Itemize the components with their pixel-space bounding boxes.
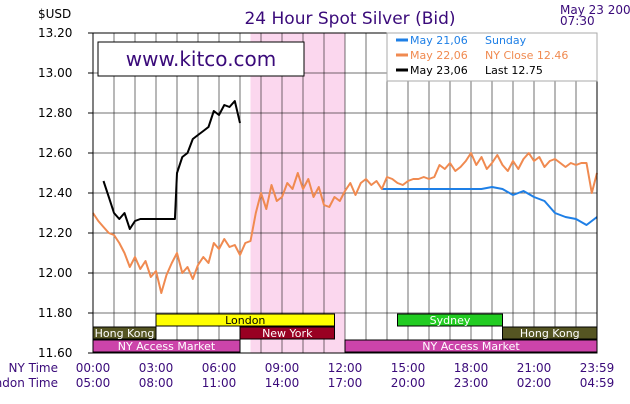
legend-note: NY Close 12.46 (485, 49, 568, 62)
timestamp-time: 07:30 (560, 14, 595, 28)
market-bar-label: Sydney (430, 314, 471, 327)
x-axis-row-label: NY Time (9, 361, 59, 375)
y-tick-label: 13.20 (38, 26, 72, 40)
y-tick-label: 12.60 (38, 146, 72, 160)
y-unit-label: $USD (38, 7, 71, 21)
x-tick-label: 23:59 (580, 361, 615, 375)
series-line-1 (381, 186, 598, 226)
y-tick-label: 11.80 (38, 306, 72, 320)
x-tick-label: 20:00 (391, 376, 426, 390)
legend-date: May 22,06 (410, 49, 468, 62)
x-tick-label: 12:00 (328, 361, 363, 375)
series-line-3 (102, 100, 241, 230)
y-tick-label: 12.80 (38, 106, 72, 120)
x-tick-label: 23:00 (454, 376, 489, 390)
x-tick-label: 15:00 (391, 361, 426, 375)
legend-note: Last 12.75 (485, 64, 543, 77)
x-tick-label: 18:00 (454, 361, 489, 375)
x-tick-label: 11:00 (202, 376, 237, 390)
x-tick-label: 06:00 (202, 361, 237, 375)
chart-title: 24 Hour Spot Silver (Bid) (244, 9, 455, 29)
market-bar-label: London (225, 314, 265, 327)
series-line-2 (92, 152, 598, 294)
x-tick-label: 05:00 (76, 376, 111, 390)
x-tick-label: 08:00 (139, 376, 174, 390)
watermark-box: www.kitco.com (97, 41, 305, 77)
legend-box (386, 32, 598, 82)
price-series (92, 100, 598, 294)
legend-date: May 21,06 (410, 34, 468, 47)
x-tick-label: 09:00 (265, 361, 300, 375)
legend: May 21,06 Sunday May 22,06 NY Close 12.46 Ma… (386, 32, 598, 82)
x-tick-label: 21:00 (517, 361, 552, 375)
x-axis: NY Time 00:00 03:00 06:00 09:00 12:00 15:00 18:… (0, 361, 614, 390)
y-axis: 13.20 13.00 12.80 12.60 12.40 12.20 12.00 11.80… (38, 26, 93, 360)
x-tick-label: 02:00 (517, 376, 552, 390)
watermark-frame (97, 41, 305, 77)
y-tick-label: 12.40 (38, 186, 72, 200)
market-bar (155, 313, 335, 327)
x-tick-label: 04:59 (580, 376, 615, 390)
x-tick-label: 00:00 (76, 361, 111, 375)
watermark-text: www.kitco.com (126, 47, 277, 71)
market-bar-label: NY Access Market (422, 340, 520, 353)
market-bar-label: Hong Kong (520, 327, 580, 340)
market-bar-label: Hong Kong (95, 327, 155, 340)
market-bar (239, 326, 335, 340)
y-tick-label: 12.20 (38, 226, 72, 240)
x-axis-row-label: London Time (0, 376, 58, 390)
y-tick-label: 11.60 (38, 346, 72, 360)
y-tick-label: 13.00 (38, 66, 72, 80)
market-bar-label: NY Access Market (118, 340, 216, 353)
x-tick-label: 14:00 (265, 376, 300, 390)
market-bar-label: New York (262, 327, 313, 340)
timestamp-date: May 23 2006 (560, 3, 630, 17)
x-tick-label: 17:00 (328, 376, 363, 390)
market-bar (397, 313, 503, 327)
legend-date: May 23,06 (410, 64, 468, 77)
legend-note: Sunday (485, 34, 527, 47)
x-tick-label: 03:00 (139, 361, 174, 375)
y-tick-label: 12.00 (38, 266, 72, 280)
